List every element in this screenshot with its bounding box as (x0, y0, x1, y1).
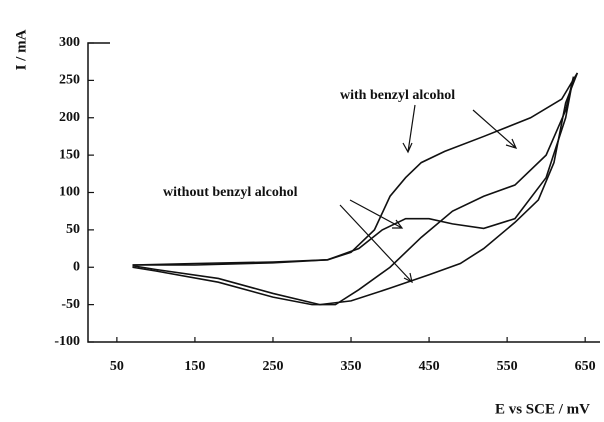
x-tick-label: 250 (262, 359, 283, 374)
arrow (402, 104, 416, 154)
y-tick-label: 250 (59, 73, 80, 88)
x-axis-label: E vs SCE / mV (495, 401, 590, 417)
y-tick-label: 200 (59, 110, 80, 125)
curve (132, 76, 575, 306)
y-axis-label: I / mA (13, 29, 29, 70)
arrow (472, 109, 518, 149)
x-tick-label: 550 (497, 359, 518, 374)
x-tick-label: 650 (575, 359, 596, 374)
annotation: without benzyl alcohol (163, 185, 298, 200)
y-tick-label: -50 (61, 297, 80, 312)
y-tick-label: 50 (66, 222, 80, 237)
arrow (339, 204, 413, 284)
x-tick-label: 50 (110, 359, 124, 374)
y-tick-label: -100 (54, 334, 80, 349)
y-tick-label: 150 (59, 147, 80, 162)
x-tick-label: 350 (341, 359, 362, 374)
y-tick-label: 300 (59, 35, 80, 50)
y-tick-label: 100 (59, 185, 80, 200)
annotation-arrows (339, 104, 518, 284)
annotation: with benzyl alcohol (340, 88, 455, 103)
y-tick-label: 0 (73, 259, 80, 274)
x-tick-label: 450 (419, 359, 440, 374)
x-tick-label: 150 (184, 359, 205, 374)
